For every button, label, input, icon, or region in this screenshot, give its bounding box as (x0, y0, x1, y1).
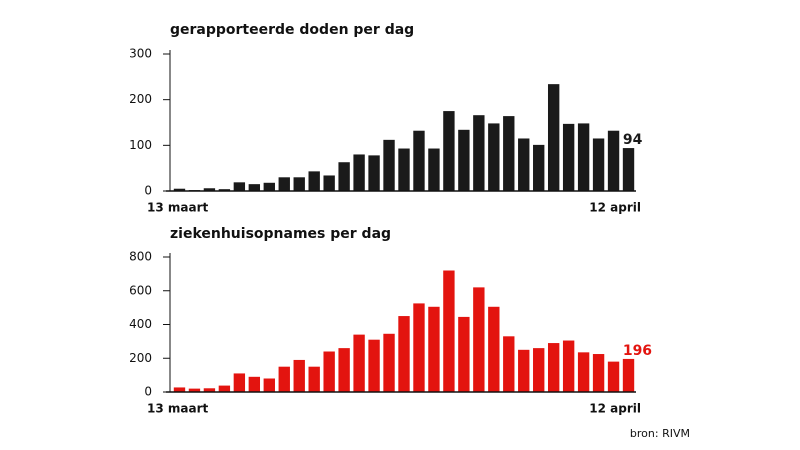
bar (398, 316, 410, 392)
bar (503, 336, 515, 392)
y-tick-label: 600 (129, 283, 152, 297)
bar (503, 116, 515, 191)
bar (577, 123, 590, 191)
bar (368, 339, 380, 392)
bar (622, 358, 635, 392)
bar (518, 349, 530, 392)
bar (368, 155, 380, 191)
bar (533, 144, 545, 191)
bar (293, 359, 305, 392)
bar (607, 130, 620, 191)
bar (173, 188, 186, 191)
bar (577, 352, 590, 392)
bar (203, 188, 216, 191)
bar (308, 366, 320, 392)
y-tick-label: 300 (129, 47, 152, 61)
bar (592, 138, 605, 191)
bar (173, 387, 186, 392)
bar (248, 376, 261, 392)
bar (218, 189, 231, 191)
chart-title: ziekenhuisopnames per dag (170, 226, 391, 242)
bar (233, 182, 246, 191)
bar (233, 373, 246, 392)
bar (562, 340, 575, 392)
bar (308, 171, 320, 191)
y-tick-label: 800 (129, 250, 152, 264)
bar (383, 139, 395, 191)
bar (323, 175, 335, 191)
bar (263, 182, 275, 191)
bar (293, 177, 305, 191)
bar (622, 148, 635, 191)
bar (413, 303, 425, 392)
bar (428, 148, 440, 191)
y-tick-label: 0 (144, 385, 152, 399)
bar (592, 354, 605, 392)
bar (562, 123, 575, 191)
y-tick-label: 400 (129, 317, 152, 331)
bar (323, 351, 335, 392)
bar (458, 129, 470, 191)
bar (547, 343, 560, 392)
x-tick-label: 12 april (589, 402, 641, 416)
bar (443, 270, 455, 392)
bar (473, 287, 485, 392)
y-tick-label: 200 (129, 351, 152, 365)
bar (398, 148, 410, 191)
bar (607, 361, 620, 392)
bar (338, 162, 350, 191)
x-tick-label: 13 maart (147, 201, 208, 215)
bar (218, 385, 231, 392)
y-tick-label: 100 (129, 138, 152, 152)
bar (263, 378, 275, 392)
data-label: 94 (623, 132, 643, 148)
bar (248, 184, 261, 191)
data-label: 196 (623, 343, 652, 359)
bar (383, 333, 395, 392)
bar (473, 115, 485, 191)
x-tick-label: 12 april (589, 201, 641, 215)
bar (203, 388, 216, 392)
x-tick-label: 13 maart (147, 402, 208, 416)
bar (353, 154, 365, 191)
bar (488, 123, 500, 191)
bar (428, 306, 440, 392)
bar (443, 111, 455, 191)
bar (413, 130, 425, 191)
bar (547, 84, 560, 191)
bar (278, 366, 290, 392)
bar (278, 177, 290, 191)
bar (188, 388, 201, 392)
bar (353, 334, 365, 392)
bar (458, 316, 470, 392)
bar (533, 348, 545, 392)
bar (488, 306, 500, 392)
bar (518, 138, 530, 191)
source: bron: RIVM (630, 427, 690, 440)
y-tick-label: 0 (144, 184, 152, 198)
bar (338, 348, 350, 392)
y-tick-label: 200 (129, 92, 152, 106)
chart-title: gerapporteerde doden per dag (170, 22, 414, 38)
